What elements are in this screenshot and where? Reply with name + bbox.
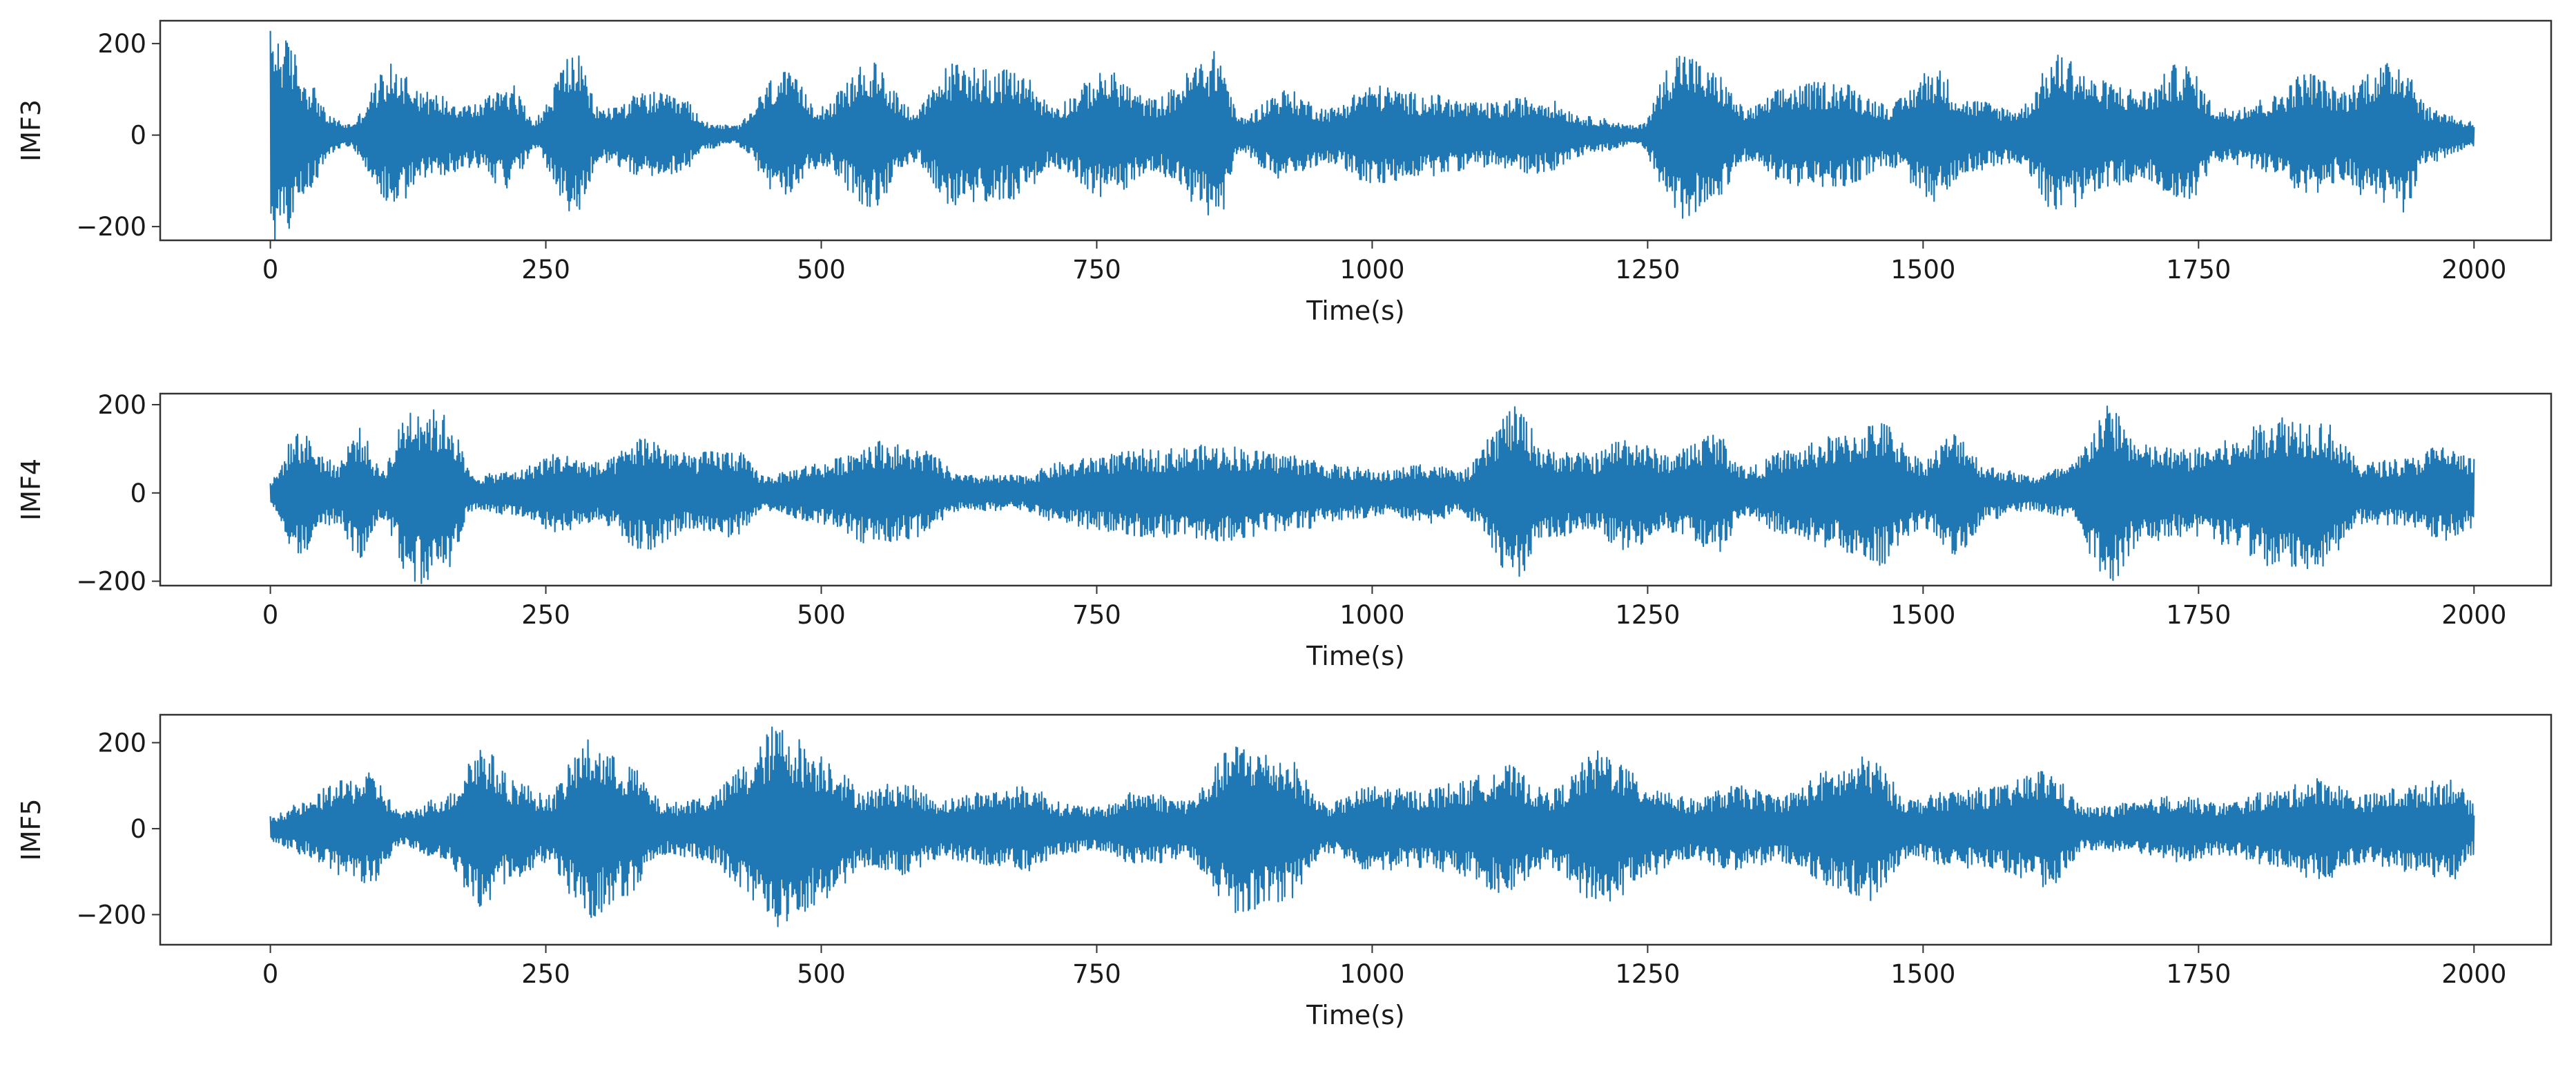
- x-tick-label: 1750: [2166, 255, 2231, 285]
- x-tick-label: 1500: [1890, 959, 1955, 989]
- axes-frame: [159, 392, 2553, 587]
- x-tick-label: 250: [521, 600, 570, 630]
- x-tick-label: 500: [797, 255, 846, 285]
- x-tick-label: 0: [262, 959, 279, 989]
- subplot-imf3: 0 250 500 750 1000 1250 1500 1750 20002000−200Ti…: [16, 19, 2553, 326]
- x-tick-label: 1750: [2166, 959, 2231, 989]
- x-axis-label: Time(s): [1306, 296, 1404, 326]
- x-tick-label: 1500: [1890, 600, 1955, 630]
- x-tick-label: 2000: [2441, 255, 2506, 285]
- x-tick-label: 0: [262, 255, 279, 285]
- y-tick-label: −200: [76, 900, 146, 930]
- x-tick-label: 750: [1072, 959, 1121, 989]
- x-tick-label: 250: [521, 959, 570, 989]
- y-tick-label: −200: [76, 567, 146, 597]
- x-tick-label: 1250: [1615, 959, 1680, 989]
- y-tick-label: 0: [130, 479, 146, 508]
- x-tick-label: 1250: [1615, 255, 1680, 285]
- series-line-imf5: [269, 726, 2475, 927]
- x-tick-label: 1000: [1339, 255, 1404, 285]
- x-tick-label: 1000: [1339, 600, 1404, 630]
- series-line-imf4: [269, 405, 2475, 584]
- x-tick-label: 1500: [1890, 255, 1955, 285]
- x-tick-label: 250: [521, 255, 570, 285]
- x-tick-label: 500: [797, 959, 846, 989]
- x-tick-label: 1000: [1339, 959, 1404, 989]
- y-tick-label: −200: [76, 212, 146, 242]
- y-axis-label: IMF4: [16, 459, 46, 521]
- y-tick-label: 0: [130, 814, 146, 844]
- x-axis-label: Time(s): [1306, 641, 1404, 671]
- y-tick-label: 200: [97, 390, 146, 420]
- axes-frame: [159, 713, 2553, 946]
- x-tick-label: 2000: [2441, 959, 2506, 989]
- y-tick-label: 200: [97, 29, 146, 59]
- y-axis-label: IMF3: [16, 99, 46, 162]
- x-tick-label: 750: [1072, 255, 1121, 285]
- x-tick-label: 2000: [2441, 600, 2506, 630]
- y-tick-label: 0: [130, 121, 146, 151]
- y-axis-label: IMF5: [16, 798, 46, 860]
- x-tick-label: 0: [262, 600, 279, 630]
- axes-frame: [159, 19, 2553, 242]
- x-axis-label: Time(s): [1306, 1000, 1404, 1030]
- y-tick-label: 200: [97, 728, 146, 758]
- subplot-imf5: 0 250 500 750 1000 1250 1500 1750 20002000−200Ti…: [16, 713, 2553, 1030]
- x-tick-label: 750: [1072, 600, 1121, 630]
- x-tick-label: 1750: [2166, 600, 2231, 630]
- x-tick-label: 1250: [1615, 600, 1680, 630]
- series-line-imf3: [269, 30, 2475, 240]
- subplot-imf4: 0 250 500 750 1000 1250 1500 1750 20002000−200Ti…: [16, 390, 2553, 671]
- x-tick-label: 500: [797, 600, 846, 630]
